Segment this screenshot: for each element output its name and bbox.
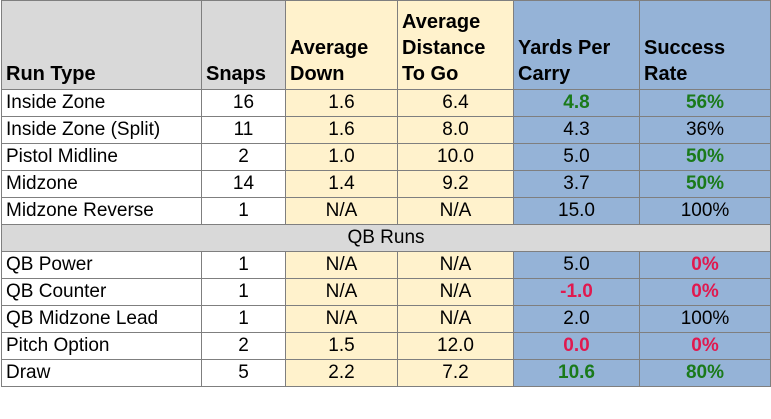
cell: 1	[201, 305, 286, 333]
cell: 3.7	[513, 170, 640, 198]
column-header: Average Down	[285, 0, 398, 90]
cell: N/A	[397, 305, 514, 333]
cell: 10.0	[397, 143, 514, 171]
cell: 10.6	[513, 359, 640, 387]
cell: 80%	[639, 359, 771, 387]
cell: QB Midzone Lead	[1, 305, 202, 333]
cell: 2.2	[285, 359, 398, 387]
cell: 4.3	[513, 116, 640, 144]
data-row: QB Power 1 N/A N/A 5.0 0%	[1, 251, 771, 279]
cell: Midzone Reverse	[1, 197, 202, 225]
cell: 5	[201, 359, 286, 387]
cell: 0%	[639, 332, 771, 360]
data-row: Inside Zone (Split) 11 1.6 8.0 4.3 36%	[1, 116, 771, 144]
column-header: Yards Per Carry	[513, 0, 640, 90]
cell: 36%	[639, 116, 771, 144]
cell: 100%	[639, 305, 771, 333]
column-header: Run Type	[1, 0, 202, 90]
cell: 0%	[639, 278, 771, 306]
cell: 9.2	[397, 170, 514, 198]
cell: 8.0	[397, 116, 514, 144]
cell: 50%	[639, 143, 771, 171]
column-header: Snaps	[201, 0, 286, 90]
cell: QB Counter	[1, 278, 202, 306]
cell: 16	[201, 89, 286, 117]
column-header: Success Rate	[639, 0, 771, 90]
cell: Pistol Midline	[1, 143, 202, 171]
cell: 1.6	[285, 89, 398, 117]
data-row: Pistol Midline 2 1.0 10.0 5.0 50%	[1, 143, 771, 171]
data-row: Midzone Reverse 1 N/A N/A 15.0 100%	[1, 197, 771, 225]
section-title: QB Runs	[1, 224, 771, 252]
cell: 4.8	[513, 89, 640, 117]
column-header: Average Distance To Go	[397, 0, 514, 90]
cell: 0%	[639, 251, 771, 279]
cell: 100%	[639, 197, 771, 225]
cell: 5.0	[513, 251, 640, 279]
cell: 2	[201, 332, 286, 360]
cell: 56%	[639, 89, 771, 117]
cell: 11	[201, 116, 286, 144]
cell: N/A	[285, 197, 398, 225]
cell: N/A	[397, 197, 514, 225]
cell: 0.0	[513, 332, 640, 360]
cell: 50%	[639, 170, 771, 198]
cell: 1.6	[285, 116, 398, 144]
cell: N/A	[397, 278, 514, 306]
cell: 7.2	[397, 359, 514, 387]
cell: Inside Zone	[1, 89, 202, 117]
header-row: Run Type Snaps Average Down Average Distanc…	[1, 0, 771, 90]
data-row: Inside Zone 16 1.6 6.4 4.8 56%	[1, 89, 771, 117]
cell: N/A	[285, 278, 398, 306]
cell: Midzone	[1, 170, 202, 198]
cell: 6.4	[397, 89, 514, 117]
data-row: QB Counter 1 N/A N/A -1.0 0%	[1, 278, 771, 306]
cell: 1.0	[285, 143, 398, 171]
cell: 1	[201, 278, 286, 306]
cell: QB Power	[1, 251, 202, 279]
cell: 1.5	[285, 332, 398, 360]
cell: 5.0	[513, 143, 640, 171]
data-row: Midzone 14 1.4 9.2 3.7 50%	[1, 170, 771, 198]
cell: 2	[201, 143, 286, 171]
data-row: Pitch Option 2 1.5 12.0 0.0 0%	[1, 332, 771, 360]
cell: Draw	[1, 359, 202, 387]
cell: 1.4	[285, 170, 398, 198]
cell: N/A	[397, 251, 514, 279]
data-row: Draw 5 2.2 7.2 10.6 80%	[1, 359, 771, 387]
cell: N/A	[285, 305, 398, 333]
data-row: QB Midzone Lead 1 N/A N/A 2.0 100%	[1, 305, 771, 333]
section-row: QB Runs	[1, 224, 771, 252]
cell: Inside Zone (Split)	[1, 116, 202, 144]
cell: Pitch Option	[1, 332, 202, 360]
cell: 1	[201, 197, 286, 225]
cell: 2.0	[513, 305, 640, 333]
cell: 15.0	[513, 197, 640, 225]
table-body: Inside Zone 16 1.6 6.4 4.8 56% Inside Zone (Sp…	[1, 89, 771, 387]
cell: 14	[201, 170, 286, 198]
cell: 12.0	[397, 332, 514, 360]
cell: N/A	[285, 251, 398, 279]
cell: -1.0	[513, 278, 640, 306]
run-table: Run Type Snaps Average Down Average Distanc…	[1, 0, 771, 387]
cell: 1	[201, 251, 286, 279]
